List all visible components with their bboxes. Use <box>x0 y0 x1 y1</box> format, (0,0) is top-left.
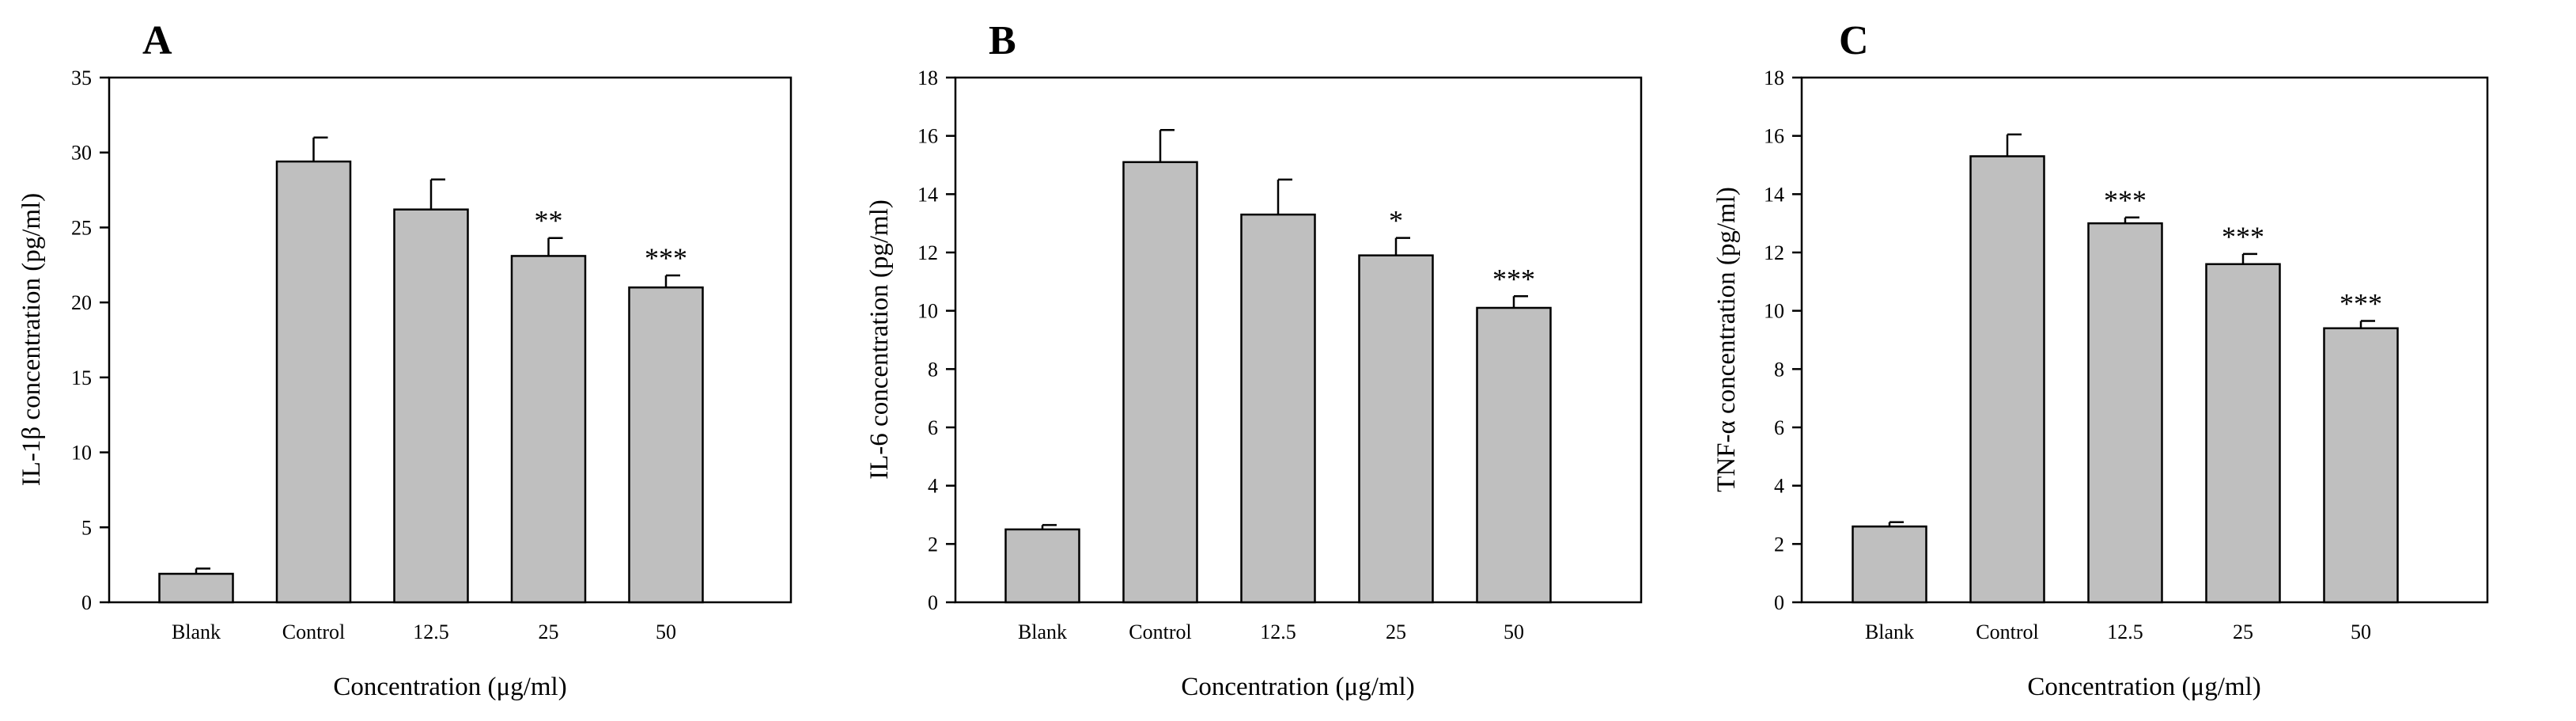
y-tick-label: 18 <box>1764 66 1784 89</box>
significance-label: *** <box>2104 184 2147 216</box>
panel-c: C 0 2 4 6 8 10 12 14 16 18 *** *** *** Blank Control… <box>1712 18 2489 701</box>
bar <box>1122 161 1198 604</box>
x-tick-label: Control <box>1129 620 1191 643</box>
x-tick-label: 12.5 <box>1260 620 1296 643</box>
y-tick-label: 8 <box>1774 358 1784 381</box>
y-tick-label: 15 <box>71 366 92 389</box>
x-axis-title: Concentration (μg/ml) <box>2027 673 2260 701</box>
y-tick-label: 6 <box>1774 416 1784 439</box>
bar <box>1476 306 1552 604</box>
category-axis: Blank Control 12.5 25 50 <box>172 620 676 643</box>
y-tick-label: 8 <box>928 358 938 381</box>
y-tick-label: 2 <box>1774 533 1784 556</box>
y-axis-title: TNF-α concentration (pg/ml) <box>1712 187 1741 492</box>
bar <box>158 572 234 604</box>
y-tick-label: 10 <box>917 300 938 323</box>
x-tick-label: 50 <box>2351 620 2371 643</box>
x-tick-label: 25 <box>2233 620 2253 643</box>
y-tick-label: 0 <box>928 591 938 614</box>
x-tick-label: 25 <box>539 620 559 643</box>
significance-label: *** <box>1492 263 1535 294</box>
y-axis-title: IL-6 concentration (pg/ml) <box>865 199 894 480</box>
significance-label: *** <box>2222 221 2264 252</box>
category-axis: Blank Control 12.5 25 50 <box>1018 620 1524 643</box>
y-tick-label: 25 <box>71 216 92 239</box>
x-tick-label: Control <box>282 620 345 643</box>
y-tick-label: 12 <box>917 241 938 264</box>
y-tick-label: 0 <box>1774 591 1784 614</box>
y-tick-label: 16 <box>917 125 938 148</box>
bar-series: *** *** *** <box>1852 133 2399 604</box>
y-axis-title: IL-1β concentration (pg/ml) <box>17 193 46 487</box>
x-tick-label: Blank <box>172 620 221 643</box>
panel-letter: B <box>989 18 1016 63</box>
bar <box>1240 213 1316 604</box>
y-tick-label: 10 <box>1764 300 1784 323</box>
bar <box>1358 254 1434 604</box>
x-tick-label: Blank <box>1865 620 1914 643</box>
bar <box>2087 222 2163 604</box>
y-tick-label: 2 <box>928 533 938 556</box>
bar <box>275 160 352 604</box>
significance-label: ** <box>535 205 563 237</box>
y-axis: 0 5 10 15 20 25 30 35 <box>71 66 109 614</box>
y-tick-label: 16 <box>1764 125 1784 148</box>
y-tick-label: 20 <box>71 291 92 314</box>
x-axis-title: Concentration (μg/ml) <box>333 673 566 701</box>
significance-label: *** <box>645 242 687 274</box>
bar <box>1004 528 1080 604</box>
x-tick-label: 50 <box>1504 620 1524 643</box>
y-tick-label: 0 <box>81 591 92 614</box>
bar <box>393 208 469 604</box>
x-tick-label: Control <box>1976 620 2038 643</box>
y-tick-label: 10 <box>71 442 92 465</box>
y-tick-label: 5 <box>81 516 92 539</box>
y-tick-label: 14 <box>917 183 938 206</box>
significance-label: *** <box>2340 288 2382 320</box>
bar <box>2323 327 2399 604</box>
x-axis-title: Concentration (μg/ml) <box>1181 673 1414 701</box>
y-tick-label: 6 <box>928 416 938 439</box>
bar <box>1969 155 2045 604</box>
y-tick-label: 18 <box>917 66 938 89</box>
x-tick-label: 12.5 <box>413 620 449 643</box>
y-tick-label: 14 <box>1764 183 1784 206</box>
panel-letter: C <box>1839 18 1869 63</box>
bar <box>510 255 587 604</box>
bar <box>2205 263 2281 604</box>
bar <box>1852 525 1927 604</box>
panel-letter: A <box>142 18 172 63</box>
x-tick-label: 25 <box>1386 620 1406 643</box>
x-tick-label: 12.5 <box>2107 620 2143 643</box>
bar-series: **** <box>1004 129 1552 604</box>
category-axis: Blank Control 12.5 25 50 <box>1865 620 2371 643</box>
y-tick-label: 30 <box>71 142 92 165</box>
x-tick-label: 50 <box>656 620 676 643</box>
y-axis: 0 2 4 6 8 10 12 14 16 18 <box>1764 66 1802 614</box>
bar-series: ***** <box>158 136 704 604</box>
y-tick-label: 12 <box>1764 241 1784 264</box>
bar <box>628 286 704 604</box>
y-tick-label: 4 <box>928 475 938 498</box>
x-tick-label: Blank <box>1018 620 1067 643</box>
y-tick-label: 4 <box>1774 475 1784 498</box>
significance-label: * <box>1389 205 1403 237</box>
y-tick-label: 35 <box>71 66 92 89</box>
y-axis: 0 2 4 6 8 10 12 14 16 18 <box>917 66 955 614</box>
